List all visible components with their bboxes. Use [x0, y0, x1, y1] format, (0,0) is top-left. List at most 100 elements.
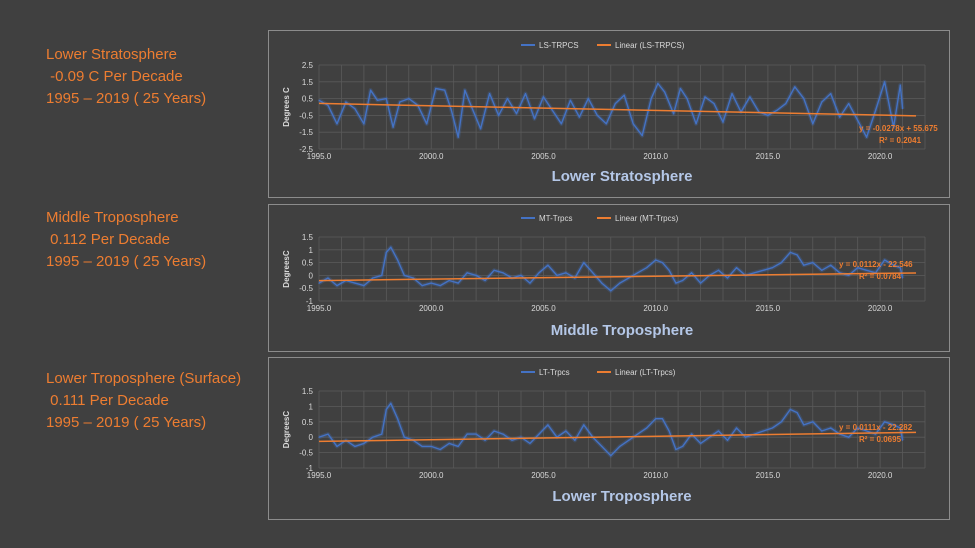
caption-period: 1995 – 2019 ( 25 Years): [46, 253, 207, 270]
x-tick-label: 2000.0: [419, 471, 444, 480]
data-point: [821, 101, 823, 103]
data-point: [538, 272, 540, 274]
data-point: [655, 418, 657, 420]
data-point: [789, 251, 791, 253]
data-point: [457, 445, 459, 448]
chart-title: Middle Troposphere: [551, 322, 694, 339]
x-tick-label: 2020.0: [868, 304, 893, 313]
data-point: [396, 418, 399, 420]
data-point: [475, 274, 477, 276]
data-point: [464, 89, 466, 91]
data-point: [704, 96, 706, 98]
data-point: [623, 94, 625, 96]
data-point: [592, 272, 594, 274]
trend-equation: y = 0.0112x - 22.546: [839, 260, 913, 269]
caption-trend: -0.09 C Per Decade: [46, 68, 183, 85]
data-point: [628, 439, 630, 441]
data-point: [435, 87, 437, 90]
data-point: [619, 445, 621, 448]
data-point: [657, 82, 659, 85]
data-point: [399, 101, 401, 103]
data-point: [892, 264, 895, 266]
data-point: [551, 109, 554, 111]
data-point: [731, 92, 733, 95]
caption-name: Lower Stratosphere: [46, 46, 177, 63]
data-point: [533, 118, 536, 120]
y-tick-label: 1: [309, 402, 314, 411]
data-point: [601, 445, 603, 448]
data-point: [780, 421, 782, 423]
legend-label-trend: Linear (LS-TRPCS): [615, 41, 685, 50]
legend-label-series: LS-TRPCS: [539, 41, 579, 50]
trend-r2: R² = 0.0784: [859, 272, 902, 281]
trend-line: [318, 272, 917, 282]
data-point: [901, 108, 904, 110]
data-point: [892, 424, 895, 426]
data-point: [372, 277, 374, 279]
data-point: [587, 98, 589, 100]
x-tick-label: 2005.0: [531, 304, 556, 313]
data-point: [735, 267, 738, 269]
data-point: [457, 282, 459, 284]
data-point: [511, 439, 513, 441]
y-tick-label: -0.5: [299, 449, 313, 458]
data-point: [892, 126, 895, 128]
data-point: [830, 427, 832, 429]
data-point: [803, 424, 805, 426]
data-point: [857, 119, 859, 122]
data-point: [574, 439, 576, 441]
x-tick-label: 2010.0: [643, 471, 668, 480]
y-tick-label: 0: [309, 271, 314, 280]
data-point: [450, 109, 453, 111]
data-point: [430, 445, 432, 448]
data-point: [901, 439, 904, 441]
data-point: [520, 274, 522, 276]
data-point: [771, 427, 773, 429]
data-point: [771, 267, 773, 269]
y-tick-label: 0: [309, 433, 314, 442]
data-point: [899, 84, 901, 86]
data-point: [839, 116, 841, 118]
data-point: [803, 98, 805, 100]
x-tick-label: 2010.0: [643, 152, 668, 161]
data-point: [866, 136, 868, 138]
data-point: [655, 259, 657, 261]
data-point: [318, 436, 320, 438]
caption-trend: 0.111 Per Decade: [46, 392, 169, 409]
data-point: [690, 272, 693, 274]
data-point: [735, 427, 738, 429]
y-tick-label: 1.5: [302, 233, 314, 242]
data-point: [875, 433, 877, 435]
caption-trend: 0.112 Per Decade: [46, 231, 170, 248]
data-point: [381, 433, 383, 435]
x-tick-label: 1995.0: [307, 304, 332, 313]
data-point: [717, 430, 720, 432]
data-point: [679, 87, 681, 90]
data-point: [372, 436, 374, 438]
data-point: [796, 411, 798, 414]
data-point: [708, 436, 711, 438]
data-point: [412, 277, 414, 279]
data-point: [502, 433, 504, 435]
data-point: [354, 282, 356, 284]
x-tick-label: 2015.0: [756, 152, 781, 161]
data-point: [803, 264, 805, 266]
series-line: [318, 81, 904, 138]
data-point: [336, 445, 338, 448]
data-point: [403, 274, 405, 276]
data-point: [857, 267, 859, 269]
data-point: [726, 277, 729, 279]
data-point: [690, 433, 693, 435]
data-point: [497, 114, 500, 116]
data-point: [430, 282, 432, 284]
y-tick-label: 1.5: [302, 387, 314, 396]
data-point: [493, 430, 495, 432]
data-point: [713, 103, 715, 105]
data-point: [484, 279, 486, 282]
data-point: [560, 123, 562, 125]
data-point: [610, 290, 612, 292]
data-point: [866, 430, 868, 432]
data-point: [484, 439, 486, 441]
data-point: [385, 408, 387, 411]
